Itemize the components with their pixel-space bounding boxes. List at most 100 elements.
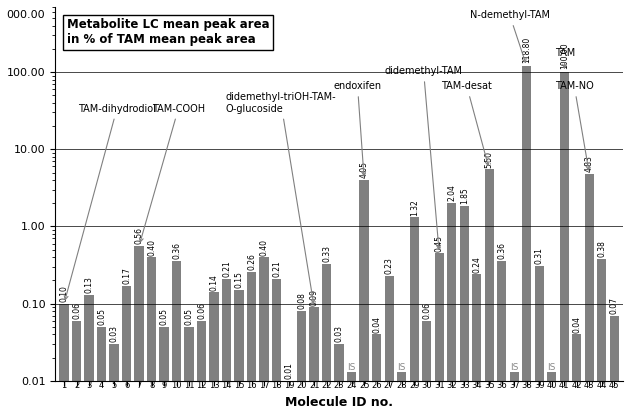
Text: 4.05: 4.05 [360,161,369,178]
X-axis label: Molecule ID no.: Molecule ID no. [285,396,393,409]
Text: 45: 45 [609,381,619,390]
Text: 18: 18 [272,381,282,390]
Text: 0.09: 0.09 [310,289,319,305]
Text: 2.04: 2.04 [447,184,456,201]
Text: 6: 6 [124,381,129,390]
Text: 0.56: 0.56 [135,227,144,244]
Text: 44: 44 [597,381,607,390]
Bar [97,327,106,416]
Text: 0.04: 0.04 [372,316,381,333]
Text: 43: 43 [584,381,595,390]
Text: TAM-COOH: TAM-COOH [139,104,205,242]
Text: 42: 42 [571,381,582,390]
Text: 12: 12 [197,381,207,390]
Text: 1.32: 1.32 [410,199,419,215]
Text: IS: IS [398,363,406,372]
Bar [384,276,394,416]
Text: 0.03: 0.03 [335,325,344,342]
Text: 0.21: 0.21 [222,260,231,277]
Bar [572,334,581,416]
Text: 33: 33 [459,381,469,390]
Text: 40: 40 [546,381,557,390]
Bar [234,290,244,416]
Text: 0.14: 0.14 [210,274,219,291]
Bar [459,206,469,416]
Bar [335,344,344,416]
Bar [272,279,282,416]
Bar [322,264,331,416]
Text: 4: 4 [99,381,104,390]
Text: 2: 2 [74,381,79,390]
Text: 100.00: 100.00 [560,42,569,69]
Bar [285,381,294,416]
Bar [110,344,119,416]
Text: 0.05: 0.05 [97,308,106,325]
Bar [447,203,456,416]
Text: 25: 25 [359,381,369,390]
Bar [309,307,319,416]
Bar [134,246,144,416]
Text: 11: 11 [184,381,194,390]
Text: 0.04: 0.04 [572,316,581,333]
Text: 4.83: 4.83 [585,155,594,172]
Text: 0.23: 0.23 [385,257,394,274]
Bar [435,253,444,416]
Bar [297,311,306,416]
Bar [397,372,406,416]
Text: 0.36: 0.36 [497,242,507,259]
Text: 0.21: 0.21 [272,260,281,277]
Bar [372,334,381,416]
Text: 0.26: 0.26 [247,253,256,270]
Bar [197,321,206,416]
Bar [185,327,194,416]
Text: 16: 16 [246,381,257,390]
Bar [559,72,569,416]
Text: 0.10: 0.10 [60,285,69,302]
Text: 34: 34 [471,381,482,390]
Text: 23: 23 [334,381,345,390]
Text: TAM-NO: TAM-NO [555,81,593,170]
Text: 35: 35 [484,381,495,390]
Bar [360,180,369,416]
Text: didemethyl-triOH-TAM-
O-glucoside: didemethyl-triOH-TAM- O-glucoside [226,92,336,303]
Bar [497,261,507,416]
Text: 37: 37 [509,381,520,390]
Text: 0.36: 0.36 [172,242,181,259]
Bar [260,257,269,416]
Text: 19: 19 [284,381,294,390]
Bar [159,327,169,416]
Text: 13: 13 [209,381,219,390]
Bar [84,295,94,416]
Text: TAM-dihydrodiol: TAM-dihydrodiol [64,104,156,300]
Text: endoxifen: endoxifen [333,81,382,176]
Text: 22: 22 [321,381,332,390]
Text: 0.01: 0.01 [285,362,294,379]
Text: TAM: TAM [555,47,575,68]
Bar [597,259,607,416]
Bar [122,286,131,416]
Text: 24: 24 [346,381,357,390]
Text: 0.45: 0.45 [435,235,444,252]
Text: 0.06: 0.06 [72,302,81,319]
Text: 0.05: 0.05 [159,308,169,325]
Bar [347,372,357,416]
Text: 000.00: 000.00 [7,10,45,20]
Bar [410,217,419,416]
Bar [610,316,619,416]
Text: 0.03: 0.03 [110,325,118,342]
Text: 0.15: 0.15 [234,272,244,288]
Text: N-demethyl-TAM: N-demethyl-TAM [470,10,550,62]
Bar [510,372,519,416]
Text: 0.13: 0.13 [84,276,94,293]
Text: TAM-desat: TAM-desat [442,81,492,166]
Bar [472,274,481,416]
Text: 0.17: 0.17 [122,267,131,284]
Text: 1.85: 1.85 [460,188,469,204]
Text: 3: 3 [86,381,92,390]
Text: 15: 15 [234,381,244,390]
Bar [59,304,69,416]
Bar [247,272,256,416]
Text: 28: 28 [396,381,407,390]
Text: 27: 27 [384,381,394,390]
Text: IS: IS [547,363,556,372]
